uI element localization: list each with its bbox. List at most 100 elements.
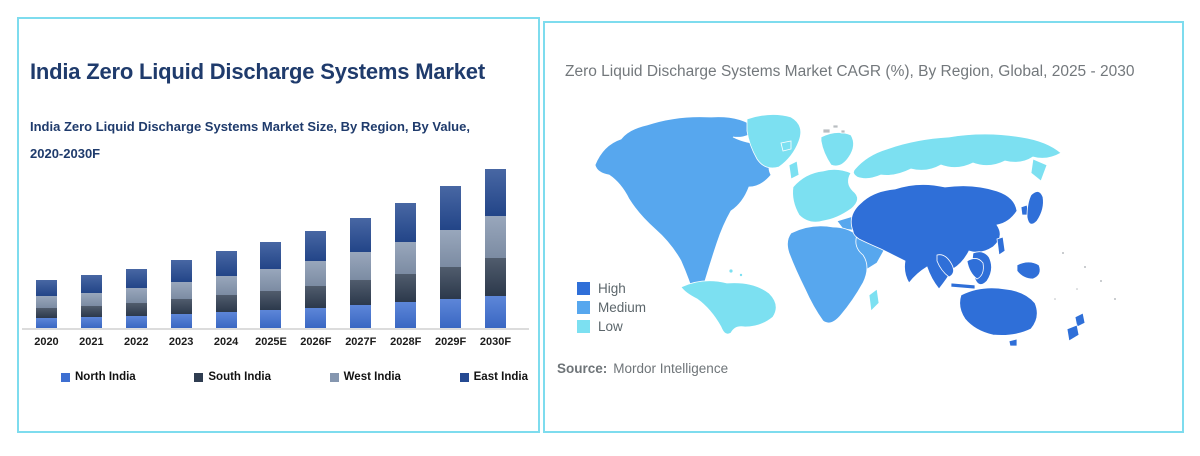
x-axis-label-2030F: 2030F xyxy=(479,336,512,348)
map-region-europe xyxy=(792,169,858,223)
bar-segment-west-india xyxy=(170,282,192,299)
legend-label: North India xyxy=(75,371,136,383)
chart-subtitle-line2: 2020-2030F xyxy=(30,146,101,161)
bar-2022 xyxy=(114,165,159,328)
bar-segment-west-india xyxy=(215,276,237,295)
bar-chart-legend: North India South India West India East Ind… xyxy=(61,371,528,383)
bar-segment-north-india xyxy=(80,317,102,328)
bar-stack-2026F xyxy=(305,231,327,328)
map-legend-label: Medium xyxy=(598,300,647,315)
map-region-pacific-islands-5 xyxy=(1075,287,1079,291)
global-cagr-map-card: Zero Liquid Discharge Systems Market CAG… xyxy=(543,21,1184,433)
bar-segment-east-india xyxy=(35,280,57,296)
bar-segment-east-india xyxy=(440,186,462,230)
bar-segment-north-india xyxy=(35,318,57,328)
map-region-scandinavia xyxy=(820,132,854,167)
bar-segment-east-india xyxy=(395,203,417,242)
map-legend: High Medium Low xyxy=(577,281,646,334)
bar-segment-west-india xyxy=(80,293,102,306)
bar-2023 xyxy=(159,165,204,328)
bar-segment-west-india xyxy=(305,261,327,286)
map-region-pacific-islands-4 xyxy=(1113,297,1117,301)
bar-segment-south-india xyxy=(305,286,327,308)
bar-2030F xyxy=(473,165,518,328)
bar-segment-south-india xyxy=(260,291,282,310)
bar-segment-north-india xyxy=(215,312,237,328)
x-axis-label-2028F: 2028F xyxy=(390,336,422,348)
bar-stack-2020 xyxy=(35,280,57,328)
bar-stack-2028F xyxy=(395,203,417,328)
world-map xyxy=(585,103,1150,351)
map-legend-item-high: High xyxy=(577,281,646,296)
bar-segment-south-india xyxy=(170,299,192,314)
bar-stack-2023 xyxy=(170,260,192,328)
bar-stack-2022 xyxy=(125,269,147,328)
map-region-borneo xyxy=(966,258,984,280)
x-axis-label-2027F: 2027F xyxy=(345,336,377,348)
bar-2024 xyxy=(204,165,249,328)
x-axis-label-2024: 2024 xyxy=(213,336,239,348)
legend-item-north-india: North India xyxy=(61,371,136,383)
x-axis-label-2026F: 2026F xyxy=(300,336,332,348)
legend-label: West India xyxy=(343,371,401,383)
map-region-russia xyxy=(853,133,1062,179)
bar-segment-east-india xyxy=(350,218,372,252)
source-value: Mordor Intelligence xyxy=(613,361,729,376)
map-region-australia xyxy=(959,287,1038,336)
map-region-svalbard-3 xyxy=(840,129,846,134)
map-region-tasmania xyxy=(1008,338,1018,347)
bar-segment-north-india xyxy=(170,314,192,328)
x-axis-labels: 2020 2021 2022 2023 2024 2025E 2026F 2027F 2028F… xyxy=(24,336,518,348)
map-region-iceland xyxy=(780,140,792,152)
source-line: Source: Mordor Intelligence xyxy=(557,361,728,376)
legend-swatch-icon xyxy=(329,372,339,382)
bar-segment-south-india xyxy=(350,280,372,305)
bar-segment-east-india xyxy=(125,269,147,288)
bar-segment-west-india xyxy=(35,296,57,308)
bar-segment-south-india xyxy=(35,308,57,318)
bar-segment-south-india xyxy=(395,274,417,302)
bar-segment-north-india xyxy=(260,310,282,328)
bar-2026F xyxy=(293,165,338,328)
source-label: Source: xyxy=(557,361,608,376)
x-axis-label-2023: 2023 xyxy=(168,336,194,348)
map-region-greenland xyxy=(746,114,802,169)
bar-2027F xyxy=(338,165,383,328)
x-axis-line xyxy=(22,328,529,330)
map-region-madagascar xyxy=(868,288,880,312)
bar-segment-east-india xyxy=(305,231,327,261)
legend-item-east-india: East India xyxy=(459,371,528,383)
bar-segment-north-india xyxy=(350,305,372,328)
map-legend-item-low: Low xyxy=(577,319,646,334)
bar-segment-east-india xyxy=(170,260,192,282)
map-region-sumatra xyxy=(936,254,954,278)
map-region-new-guinea xyxy=(1016,261,1041,280)
map-region-japan xyxy=(1026,191,1044,225)
bar-segment-south-india xyxy=(215,295,237,312)
bar-segment-east-india xyxy=(260,242,282,269)
bar-2028F xyxy=(383,165,428,328)
map-region-pacific-islands-2 xyxy=(1083,265,1087,269)
map-legend-item-medium: Medium xyxy=(577,300,646,315)
map-region-caribbean xyxy=(728,268,734,274)
map-region-russia-far-east xyxy=(1030,158,1048,182)
bar-segment-west-india xyxy=(440,230,462,267)
bar-segment-south-india xyxy=(485,258,507,296)
bar-2025E xyxy=(249,165,294,328)
bar-segment-south-india xyxy=(440,267,462,299)
world-map-svg xyxy=(594,114,1117,347)
map-region-caribbean-2 xyxy=(738,272,743,277)
bar-stack-2030F xyxy=(485,169,507,328)
x-axis-label-2029F: 2029F xyxy=(435,336,467,348)
legend-swatch-icon xyxy=(194,372,204,382)
map-region-pacific-islands-3 xyxy=(1099,279,1103,283)
chart-subtitle: India Zero Liquid Discharge Systems Mark… xyxy=(30,113,470,167)
stacked-bar-chart xyxy=(24,165,518,328)
bar-segment-west-india xyxy=(350,252,372,280)
bar-segment-east-india xyxy=(215,251,237,276)
bar-segment-north-india xyxy=(305,308,327,328)
map-legend-label: High xyxy=(598,281,626,296)
x-axis-label-2020: 2020 xyxy=(34,336,59,348)
bar-stack-2025E xyxy=(260,242,282,328)
bar-stack-2027F xyxy=(350,218,372,328)
